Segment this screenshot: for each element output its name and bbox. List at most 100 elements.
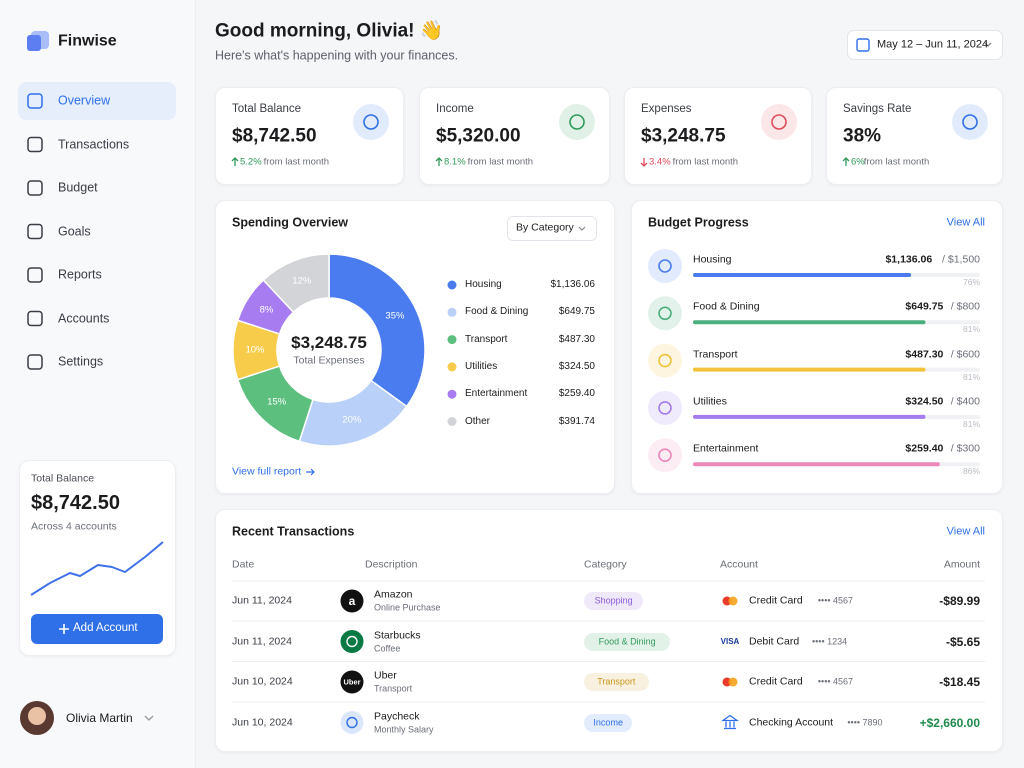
header-subtitle: Here's what's happening with your financ… (215, 48, 459, 63)
budget-name: Housing (693, 253, 732, 266)
nav-label[interactable]: Overview (58, 93, 111, 108)
stat-change-note: from last month (863, 156, 930, 168)
category-dropdown[interactable] (507, 216, 597, 241)
card-icon (728, 596, 738, 606)
stat-change-note: from last month (672, 156, 739, 168)
nav-label[interactable]: Settings (58, 354, 104, 369)
budget-title: Budget Progress (648, 215, 749, 230)
nav-icon (27, 354, 43, 370)
progress-label: 81% (962, 418, 980, 429)
budget-name: Transport (693, 348, 738, 361)
category-pill (584, 592, 644, 610)
nav-label[interactable]: Transactions (58, 137, 130, 151)
column-header: Date (232, 558, 255, 571)
stat-value: $8,742.50 (232, 125, 317, 147)
tx-logo (340, 711, 364, 734)
change-arrow (640, 158, 648, 167)
stat-change-note: from last month (467, 156, 534, 168)
add-account-label[interactable]: Add Account (73, 622, 138, 635)
legend-amount: $259.40 (558, 388, 595, 400)
tx-date: Jun 11, 2024 (232, 594, 292, 607)
tx-account: Credit Card (749, 594, 803, 607)
tx-name: Starbucks (374, 629, 421, 642)
legend-dot (447, 280, 457, 290)
add-account-button[interactable] (31, 614, 163, 644)
budget-icon-bg (648, 296, 682, 331)
date-range-picker[interactable] (847, 30, 1003, 60)
legend-amount: $1,136.06 (550, 279, 596, 290)
stat-change: 6% (851, 156, 865, 168)
slice-label: 20% (342, 414, 362, 426)
slice-label: 8% (259, 304, 274, 316)
nav-icon (27, 93, 43, 109)
legend-name: Food & Dining (465, 306, 529, 318)
tx-sub: Monthly Salary (374, 724, 434, 735)
tx-amount: +$2,660.00 (919, 715, 980, 730)
budget-spent: $259.40 (905, 442, 944, 455)
budget-name: Entertainment (693, 442, 759, 455)
transactions-view-all[interactable]: View All (946, 525, 985, 538)
transactions-title: Recent Transactions (232, 524, 355, 539)
tx-name: Paycheck (374, 710, 420, 723)
dropdown-label[interactable]: By Category (516, 221, 574, 234)
tx-name: Uber (374, 669, 397, 682)
brand-name: Finwise (58, 32, 117, 50)
tx-card: •••• 4567 (817, 676, 854, 687)
stat-change: 8.1% (444, 156, 466, 168)
nav-label[interactable]: Accounts (58, 311, 110, 325)
legend-dot (447, 362, 457, 372)
tx-date: Jun 11, 2024 (232, 635, 292, 648)
budget-limit: / $600 (950, 348, 980, 361)
budget-view-all[interactable]: View All (946, 216, 985, 229)
tx-date: Jun 10, 2024 (232, 675, 293, 688)
view-report-link[interactable]: View full report (232, 465, 302, 478)
date-range[interactable]: May 12 – Jun 11, 2024 (877, 38, 989, 51)
legend-name: Utilities (465, 360, 498, 372)
pie-slice (262, 253, 330, 314)
tx-logo (340, 589, 364, 613)
legend-dot (447, 307, 457, 317)
center-label: Total Expenses (293, 354, 365, 367)
progress-fill (693, 462, 940, 467)
stat-icon-bg (559, 104, 595, 140)
nav-icon (27, 180, 43, 196)
budget-name: Utilities (693, 395, 727, 408)
card-network: VISA (720, 636, 740, 646)
stat-icon-bg (952, 104, 988, 140)
tx-date: Jun 10, 2024 (232, 716, 293, 729)
legend-dot (447, 389, 457, 399)
change-arrow (435, 157, 443, 166)
stat-icon (569, 114, 585, 130)
logo-front (27, 35, 41, 51)
change-arrow (231, 157, 239, 166)
sidebar-card-label: Total Balance (31, 472, 95, 485)
slice-label: 15% (267, 396, 287, 408)
nav-label[interactable]: Budget (58, 180, 98, 195)
card-icon (728, 677, 738, 687)
nav-label[interactable]: Reports (58, 267, 102, 282)
stat-icon (962, 114, 978, 130)
budget-limit: / $400 (950, 395, 980, 408)
progress-label: 76% (962, 276, 980, 287)
tx-account: Credit Card (749, 675, 803, 688)
tx-amount: -$18.45 (939, 674, 980, 689)
budget-limit: / $300 (950, 442, 980, 455)
legend-name: Other (465, 415, 491, 427)
stat-change: 5.2% (240, 156, 262, 168)
progress-fill (693, 273, 912, 277)
tx-category: Transport (597, 676, 636, 687)
greeting: Good morning, Olivia! 👋 (215, 20, 444, 42)
legend-amount: $324.50 (558, 360, 595, 372)
slice-label: 12% (292, 275, 312, 287)
stat-icon-bg (761, 104, 797, 140)
nav-label[interactable]: Goals (58, 224, 91, 238)
budget-icon-bg (648, 438, 682, 473)
nav-item[interactable] (18, 82, 176, 120)
legend-name: Transport (465, 333, 508, 345)
legend-dot (447, 417, 457, 426)
progress-label: 81% (962, 371, 980, 382)
tx-logo-text: a (348, 593, 356, 608)
legend-name: Housing (465, 279, 502, 290)
tx-logo-mark (346, 635, 358, 648)
